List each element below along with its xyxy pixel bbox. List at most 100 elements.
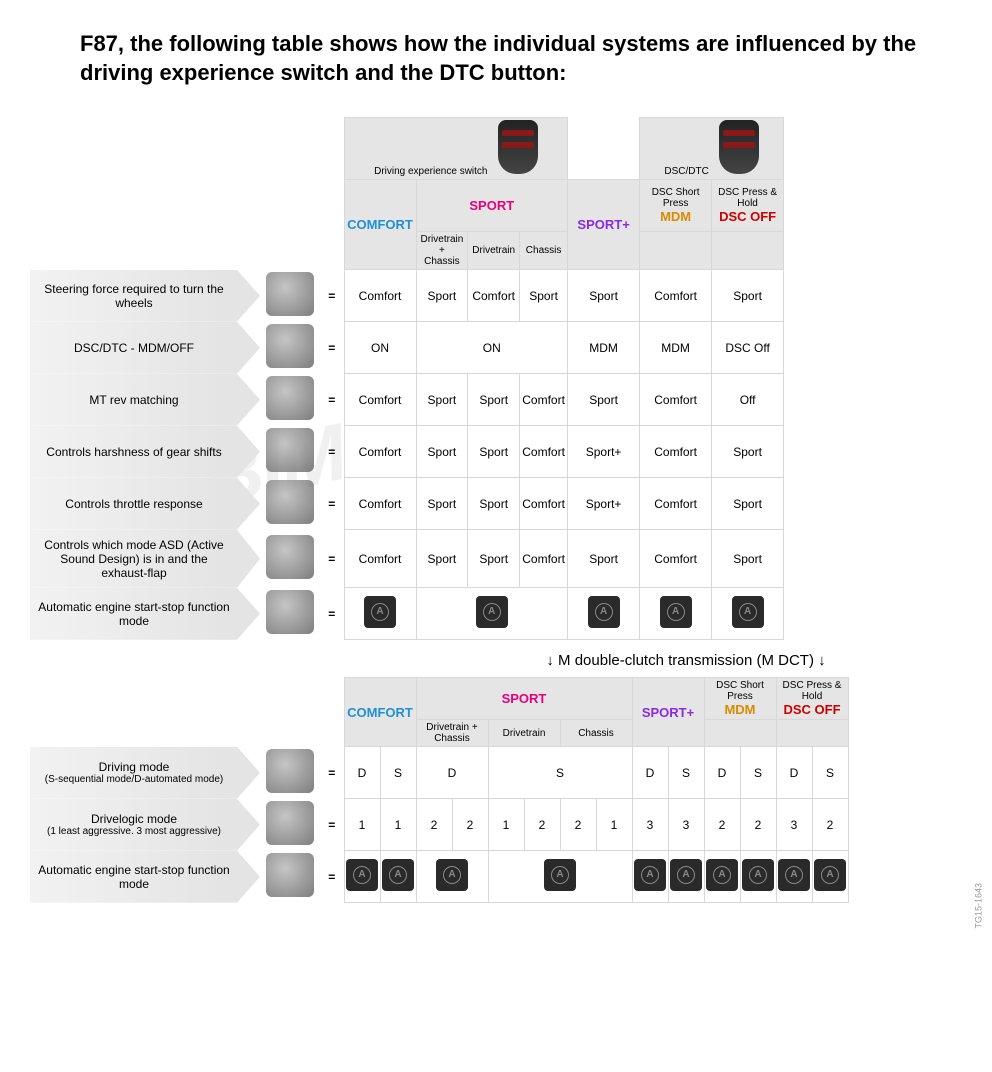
start-stop-icon [634,859,666,891]
data-cell: Sport [520,270,568,322]
equals: = [320,799,344,851]
component-icon [266,590,314,634]
component-icon-cell [260,478,320,530]
hdr-sport-dc: Drivetrain + Chassis [416,232,468,270]
data-cell: 2 [704,799,740,851]
row-label: Automatic engine start-stop function mod… [30,588,260,640]
data-cell: Sport [568,270,640,322]
equals: = [320,530,344,588]
row-label: Controls which mode ASD (Active Sound De… [30,530,260,588]
start-stop-icon [476,596,508,628]
start-stop-cell [812,851,848,903]
dsc-switch-icon [719,120,759,174]
data-cell: Sport [416,270,468,322]
start-stop-icon [814,859,846,891]
hdr-dsc-hold: DSC Press & Hold [714,187,781,209]
hdr-sportplus: SPORT+ [577,217,629,232]
data-cell: S [488,747,632,799]
start-stop-cell [416,588,568,640]
data-cell: ON [416,322,568,374]
side-code: TG15-1643 [974,883,984,929]
component-icon [266,801,314,845]
driving-switch-icon [498,120,538,174]
start-stop-cell [488,851,632,903]
hdr-sport: SPORT [469,198,514,213]
data-cell: Sport [468,478,520,530]
row-label: Controls throttle response [30,478,260,530]
data-cell: Sport [712,426,784,478]
data-cell: Sport [712,478,784,530]
hdr-dsc-short: DSC Short Press [642,187,709,209]
hdr-sport-c: Chassis [520,232,568,270]
start-stop-icon [660,596,692,628]
dsc-dtc-label: DSC/DTC [664,166,708,177]
equals: = [320,322,344,374]
data-cell: Comfort [344,478,416,530]
start-stop-icon [346,859,378,891]
data-cell: Sport [416,374,468,426]
start-stop-icon [364,596,396,628]
data-cell: 3 [776,799,812,851]
data-cell: 1 [380,799,416,851]
data-cell: 2 [452,799,488,851]
page-title: F87, the following table shows how the i… [80,30,932,87]
data-cell: 3 [668,799,704,851]
component-icon [266,324,314,368]
component-icon [266,376,314,420]
equals: = [320,588,344,640]
data-cell: Sport [468,530,520,588]
data-cell: Comfort [520,426,568,478]
component-icon [266,749,314,793]
start-stop-cell [344,588,416,640]
start-stop-icon [382,859,414,891]
data-cell: Sport [568,374,640,426]
data-cell: D [416,747,488,799]
data-cell: Comfort [344,270,416,322]
data-cell: Comfort [640,374,712,426]
data-cell: Sport [416,478,468,530]
data-cell: Comfort [520,374,568,426]
data-cell: Comfort [640,270,712,322]
component-icon-cell [260,374,320,426]
data-cell: Comfort [344,374,416,426]
start-stop-cell [712,588,784,640]
component-icon-cell [260,799,320,851]
row-label: Controls harshness of gear shifts [30,426,260,478]
component-icon [266,535,314,579]
component-icon-cell [260,426,320,478]
hdr-sport-d: Drivetrain [468,232,520,270]
row-label: Drivelogic mode(1 least aggressive. 3 mo… [30,799,260,851]
component-icon-cell [260,588,320,640]
data-cell: D [344,747,380,799]
data-cell: 3 [632,799,668,851]
data-cell: Comfort [640,478,712,530]
start-stop-cell [704,851,740,903]
data-cell: Off [712,374,784,426]
data-cell: Comfort [468,270,520,322]
data-cell: DSC Off [712,322,784,374]
data-cell: D [776,747,812,799]
data-cell: 2 [560,799,596,851]
data-cell: Sport [568,530,640,588]
dct-divider: ↓ M double-clutch transmission (M DCT) ↓ [400,652,972,669]
data-cell: Comfort [344,530,416,588]
start-stop-cell [380,851,416,903]
start-stop-icon [732,596,764,628]
data-cell: MDM [640,322,712,374]
equals: = [320,851,344,903]
component-icon-cell [260,747,320,799]
data-cell: Sport+ [568,478,640,530]
start-stop-icon [778,859,810,891]
equals: = [320,747,344,799]
data-cell: S [668,747,704,799]
data-cell: 2 [740,799,776,851]
data-cell: Sport [468,426,520,478]
hdr-mdm: MDM [660,209,691,224]
start-stop-icon [436,859,468,891]
data-cell: 2 [812,799,848,851]
data-cell: MDM [568,322,640,374]
data-cell: ON [344,322,416,374]
start-stop-cell [776,851,812,903]
hdr-dscoff: DSC OFF [719,209,776,224]
data-cell: Sport [712,270,784,322]
